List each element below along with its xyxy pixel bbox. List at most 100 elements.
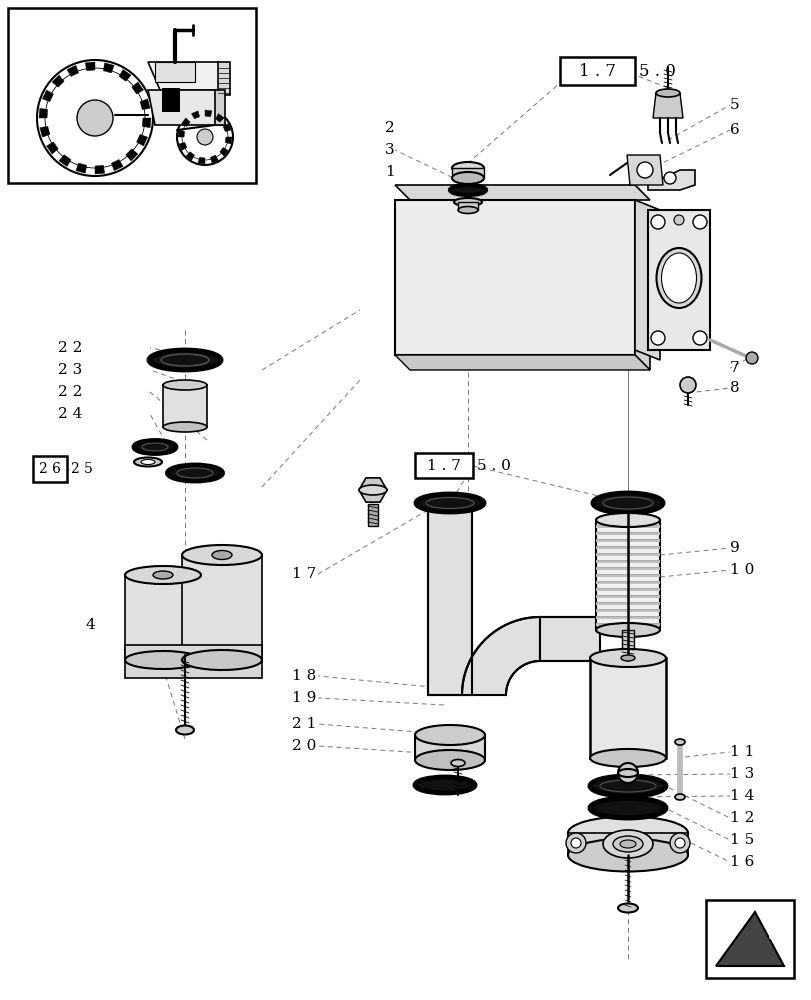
Polygon shape bbox=[595, 609, 659, 612]
Ellipse shape bbox=[125, 651, 201, 669]
Ellipse shape bbox=[590, 798, 665, 818]
Text: 4: 4 bbox=[85, 618, 95, 632]
Polygon shape bbox=[715, 912, 783, 966]
Polygon shape bbox=[452, 168, 483, 178]
Polygon shape bbox=[568, 833, 687, 855]
Circle shape bbox=[197, 129, 212, 145]
Ellipse shape bbox=[595, 623, 659, 637]
Ellipse shape bbox=[612, 836, 642, 852]
Polygon shape bbox=[178, 130, 184, 137]
Ellipse shape bbox=[449, 185, 486, 195]
Polygon shape bbox=[103, 63, 114, 73]
Ellipse shape bbox=[414, 777, 474, 793]
Polygon shape bbox=[595, 623, 659, 626]
Ellipse shape bbox=[414, 725, 484, 745]
Ellipse shape bbox=[457, 207, 478, 214]
Polygon shape bbox=[595, 539, 659, 542]
Polygon shape bbox=[539, 617, 599, 661]
Circle shape bbox=[679, 377, 695, 393]
Polygon shape bbox=[75, 163, 87, 173]
Text: 1 6: 1 6 bbox=[729, 855, 753, 869]
Ellipse shape bbox=[125, 566, 201, 584]
Polygon shape bbox=[95, 165, 105, 174]
Polygon shape bbox=[182, 555, 262, 660]
Polygon shape bbox=[457, 202, 478, 210]
Ellipse shape bbox=[590, 749, 665, 767]
Circle shape bbox=[673, 215, 683, 225]
Polygon shape bbox=[595, 602, 659, 605]
Polygon shape bbox=[621, 630, 633, 660]
Polygon shape bbox=[647, 210, 709, 350]
Ellipse shape bbox=[358, 485, 387, 495]
Ellipse shape bbox=[674, 794, 684, 800]
Text: 1 2: 1 2 bbox=[729, 811, 753, 825]
Ellipse shape bbox=[182, 650, 262, 670]
Polygon shape bbox=[394, 200, 634, 355]
Polygon shape bbox=[595, 616, 659, 619]
Ellipse shape bbox=[134, 440, 176, 454]
Circle shape bbox=[177, 109, 233, 165]
Polygon shape bbox=[140, 99, 150, 110]
Ellipse shape bbox=[452, 172, 483, 184]
Polygon shape bbox=[634, 200, 649, 370]
Ellipse shape bbox=[674, 739, 684, 745]
Text: 1 3: 1 3 bbox=[729, 767, 753, 781]
Ellipse shape bbox=[592, 493, 663, 513]
Ellipse shape bbox=[141, 460, 155, 464]
Text: 2: 2 bbox=[384, 121, 394, 135]
Ellipse shape bbox=[620, 655, 634, 661]
Circle shape bbox=[565, 833, 586, 853]
Circle shape bbox=[669, 833, 689, 853]
Circle shape bbox=[650, 215, 664, 229]
Bar bbox=[414, 453, 473, 478]
Circle shape bbox=[692, 331, 706, 345]
Polygon shape bbox=[414, 735, 484, 760]
Polygon shape bbox=[126, 149, 138, 161]
Ellipse shape bbox=[163, 422, 207, 432]
Text: 6: 6 bbox=[729, 123, 739, 137]
Text: 1 0: 1 0 bbox=[729, 563, 753, 577]
Polygon shape bbox=[652, 93, 682, 118]
Text: 2 4: 2 4 bbox=[58, 407, 82, 421]
Ellipse shape bbox=[182, 545, 262, 565]
Polygon shape bbox=[595, 567, 659, 570]
Polygon shape bbox=[40, 126, 49, 137]
Ellipse shape bbox=[415, 494, 483, 512]
Ellipse shape bbox=[655, 248, 701, 308]
Polygon shape bbox=[358, 478, 387, 502]
Text: 5 . 0: 5 . 0 bbox=[638, 63, 675, 80]
Polygon shape bbox=[59, 155, 71, 166]
Circle shape bbox=[617, 763, 637, 783]
Polygon shape bbox=[125, 575, 201, 660]
Ellipse shape bbox=[620, 840, 635, 848]
Polygon shape bbox=[595, 525, 659, 528]
Text: 5: 5 bbox=[729, 98, 739, 112]
Circle shape bbox=[745, 352, 757, 364]
Polygon shape bbox=[111, 160, 122, 171]
Circle shape bbox=[570, 838, 581, 848]
Ellipse shape bbox=[452, 162, 483, 174]
Polygon shape bbox=[223, 124, 231, 132]
Polygon shape bbox=[119, 70, 131, 81]
Ellipse shape bbox=[595, 513, 659, 527]
Ellipse shape bbox=[414, 750, 484, 770]
Polygon shape bbox=[595, 560, 659, 563]
Polygon shape bbox=[394, 185, 649, 200]
Circle shape bbox=[622, 838, 633, 848]
Ellipse shape bbox=[453, 198, 482, 206]
Polygon shape bbox=[220, 148, 228, 156]
Polygon shape bbox=[595, 595, 659, 598]
Text: 9: 9 bbox=[729, 541, 739, 555]
Text: 2 3: 2 3 bbox=[58, 363, 82, 377]
Polygon shape bbox=[162, 88, 180, 112]
Text: 1 4: 1 4 bbox=[729, 789, 753, 803]
Polygon shape bbox=[191, 111, 200, 119]
Ellipse shape bbox=[617, 769, 637, 777]
Polygon shape bbox=[204, 110, 212, 117]
Circle shape bbox=[692, 215, 706, 229]
Ellipse shape bbox=[617, 903, 637, 912]
Ellipse shape bbox=[590, 649, 665, 667]
Bar bbox=[705, 900, 793, 978]
Text: 2 2: 2 2 bbox=[58, 341, 82, 355]
Bar bbox=[8, 8, 255, 183]
